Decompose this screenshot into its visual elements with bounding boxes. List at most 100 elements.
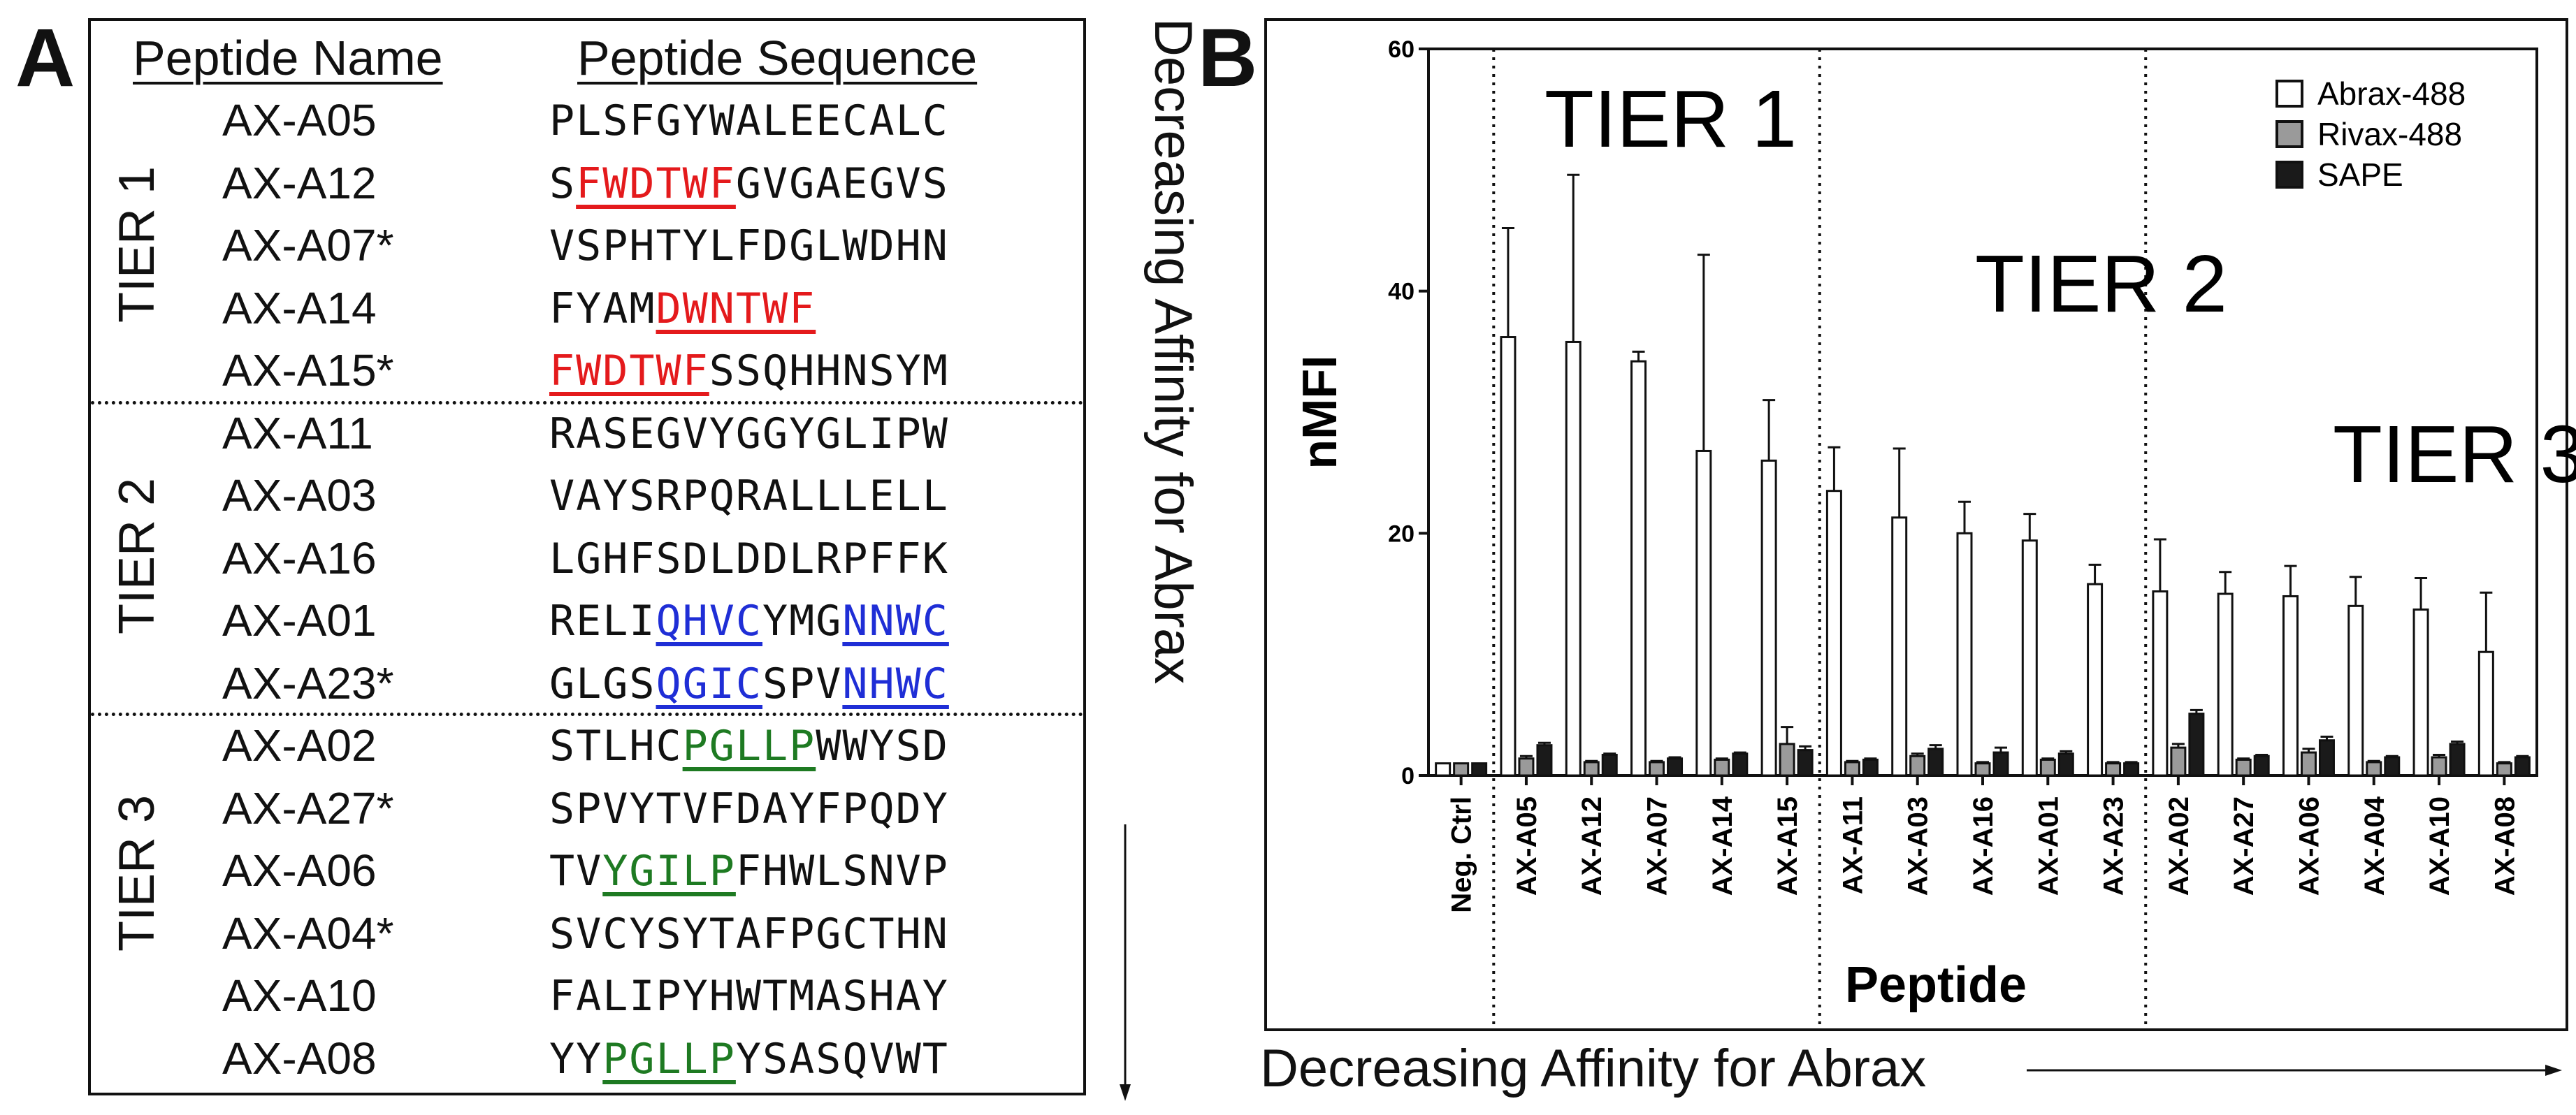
peptide-sequence: YYPGLLPYSASQVWT [549, 1038, 949, 1080]
motif-segment: YGILP [602, 847, 736, 896]
sequence-segment: YSASQVWT [735, 1034, 949, 1084]
bar-sape [2449, 743, 2466, 777]
bar-rivax-488 [2300, 751, 2317, 777]
bar-sape [1536, 744, 1553, 777]
bar-rivax-488 [1779, 743, 1795, 777]
peptide-name: AX-A03 [222, 470, 377, 520]
bar-sape [1862, 758, 1879, 777]
sequence-segment: SPVYTVFDAYFPQDY [549, 784, 949, 833]
peptide-sequence: SFWDTWFGVGAEGVS [549, 163, 949, 205]
x-tick-label: AX-A14 [1707, 796, 1738, 896]
bar-sape [1601, 754, 1618, 777]
peptide-sequence: PLSFGYWALEECALC [549, 100, 949, 142]
legend-swatch [2275, 120, 2303, 148]
bar-sape [1797, 749, 1814, 777]
panel-a-letter: A [15, 12, 75, 104]
x-tick-label: AX-A15 [1772, 796, 1803, 896]
bar-abrax-488 [2087, 583, 2104, 777]
peptide-sequence: FALIPYHWTMASHAY [549, 975, 949, 1017]
peptide-sequence: RASEGVYGGYGLIPW [549, 413, 949, 455]
peptide-sequence: TVYGILPFHWLSNVP [549, 850, 949, 892]
bar-sape [2057, 752, 2074, 777]
x-tick-label: AX-A03 [1903, 796, 1934, 896]
x-tick-label: Neg. Ctrl [1447, 796, 1477, 913]
peptide-name: AX-A27* [222, 782, 394, 833]
legend-label: Abrax-488 [2317, 75, 2466, 112]
bar-rivax-488 [1714, 758, 1730, 777]
sequence-segment: WWYSD [816, 722, 949, 771]
x-tick-label: AX-A05 [1512, 796, 1542, 896]
y-tick-label: 60 [1388, 36, 1414, 63]
peptide-sequence: FYAMDWNTWF [549, 288, 816, 330]
horizontal-affinity-label: Decreasing Affinity for Abrax [1260, 1039, 1927, 1098]
x-tick-label: AX-A01 [2033, 796, 2064, 896]
peptide-name: AX-A01 [222, 595, 377, 646]
vertical-affinity-arrow [1120, 824, 1131, 1101]
horizontal-affinity-arrow [2027, 1065, 2562, 1076]
x-tick-label: AX-A12 [1577, 796, 1607, 896]
peptide-sequence: RELIQHVCYMGNNWC [549, 600, 949, 642]
peptide-sequence: VAYSRPQRALLLELL [549, 475, 949, 517]
bar-abrax-488 [1695, 449, 1712, 777]
bar-sape [1992, 751, 2009, 777]
bar-sape [2318, 739, 2335, 777]
sequence-segment: PLSFGYWALEECALC [549, 96, 949, 145]
peptide-name: AX-A07* [222, 220, 394, 270]
tier-label-chart: TIER 3 [2333, 409, 2576, 500]
motif-segment: QGIC [656, 659, 762, 708]
sequence-segment: SSQHHNSYM [709, 347, 949, 395]
peptide-sequence: SPVYTVFDAYFPQDY [549, 788, 949, 830]
x-tick-label: AX-A02 [2164, 796, 2194, 896]
motif-segment: FWDTWF [549, 347, 709, 395]
bar-abrax-488 [1956, 532, 1973, 777]
bar-abrax-488 [2152, 590, 2169, 777]
bar-abrax-488 [1825, 490, 1842, 777]
sequence-segment: RASEGVYGGYGLIPW [549, 409, 949, 458]
bar-sape [1732, 752, 1749, 777]
sequence-segment: GVGAEGVS [735, 159, 949, 208]
bar-abrax-488 [1565, 340, 1582, 777]
bar-sape [2514, 756, 2531, 777]
sequence-segment: RELI [549, 597, 656, 646]
peptide-name: AX-A15* [222, 345, 394, 395]
y-axis-label: nMFI [1292, 355, 1347, 469]
bar-abrax-488 [1500, 336, 1517, 777]
bar-sape [1471, 762, 1488, 777]
bar-sape [2253, 755, 2270, 777]
bar-rivax-488 [1453, 762, 1470, 777]
peptide-name: AX-A11 [222, 407, 373, 458]
bar-rivax-488 [2105, 762, 2122, 777]
sequence-segment: VSPHTYLFDGLWDHN [549, 221, 949, 270]
peptide-name: AX-A05 [222, 95, 377, 145]
legend-label: SAPE [2317, 156, 2403, 193]
x-tick-label: AX-A06 [2294, 796, 2324, 896]
bar-abrax-488 [2217, 592, 2234, 777]
peptide-sequence: VSPHTYLFDGLWDHN [549, 225, 949, 267]
sequence-segment: SPV [762, 659, 843, 708]
sequence-segment: VAYSRPQRALLLELL [549, 472, 949, 520]
sequence-segment: GLGS [549, 659, 656, 708]
tier-label-chart: TIER 1 [1544, 73, 1797, 164]
header-peptide-name: Peptide Name [133, 31, 443, 85]
motif-segment: NHWC [842, 659, 949, 708]
bar-rivax-488 [1649, 761, 1665, 777]
peptide-sequence: FWDTWFSSQHHNSYM [549, 350, 949, 392]
bar-rivax-488 [2496, 762, 2512, 777]
sequence-segment: FYAM [549, 284, 656, 333]
bar-sape [2123, 762, 2140, 777]
x-tick-label: AX-A04 [2359, 796, 2390, 896]
bar-rivax-488 [1974, 762, 1991, 777]
x-axis-label: Peptide [1845, 957, 2027, 1013]
sequence-segment: YY [549, 1034, 603, 1084]
bar-rivax-488 [1909, 755, 1926, 777]
bar-sape [2384, 756, 2401, 777]
y-tick-label: 40 [1388, 279, 1414, 305]
x-tick-label: AX-A27 [2229, 796, 2259, 896]
peptide-sequence: GLGSQGICSPVNHWC [549, 663, 949, 705]
bar-abrax-488 [2412, 608, 2429, 777]
peptide-sequence: LGHFSDLDDLRPFFK [549, 538, 949, 580]
peptide-name: AX-A06 [222, 845, 377, 896]
x-tick-label: AX-A23 [2099, 796, 2129, 896]
tier-divider-1 [91, 401, 1083, 405]
bar-rivax-488 [2170, 746, 2187, 777]
